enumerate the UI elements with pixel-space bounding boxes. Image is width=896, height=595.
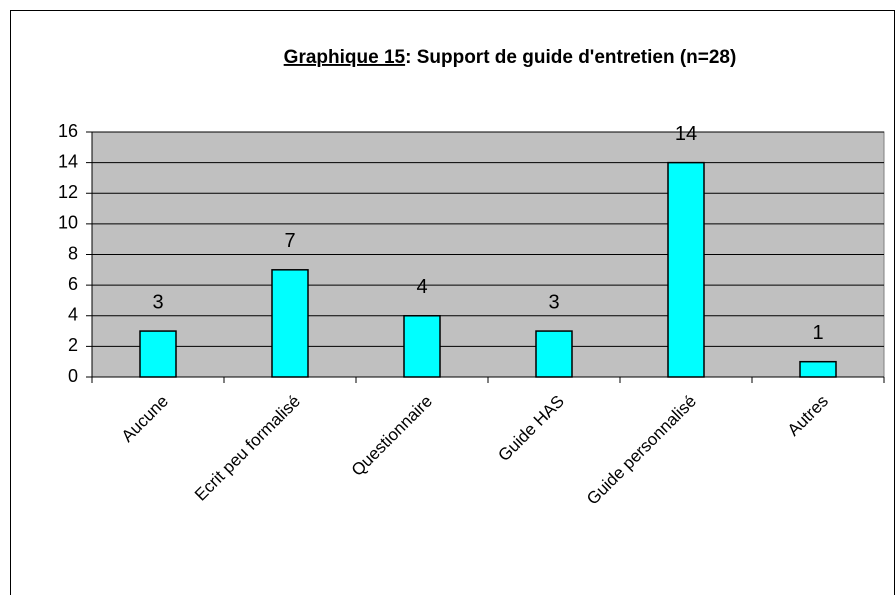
chart-title: Graphique 15: Support de guide d'entreti… <box>284 47 737 68</box>
bar <box>667 161 705 378</box>
bar <box>271 269 309 378</box>
data-label: 4 <box>416 276 427 298</box>
bar <box>535 330 573 378</box>
data-label: 3 <box>152 291 163 313</box>
title-text: : Support de guide d'entretien (n=28) <box>405 47 736 68</box>
data-label: 14 <box>675 123 697 145</box>
data-label: 1 <box>812 322 823 344</box>
y-tick-label: 10 <box>58 213 78 233</box>
y-tick-label: 4 <box>68 305 78 325</box>
y-tick-label: 8 <box>68 243 78 263</box>
y-tick-label: 0 <box>68 366 78 386</box>
data-label: 7 <box>284 230 295 252</box>
bar <box>403 315 441 378</box>
y-tick-label: 2 <box>68 335 78 355</box>
y-tick-label: 16 <box>58 121 78 141</box>
y-tick-label: 12 <box>58 182 78 202</box>
title-prefix: Graphique 15 <box>284 47 406 68</box>
y-tick-label: 6 <box>68 274 78 294</box>
data-label: 3 <box>548 291 559 313</box>
bar <box>799 360 837 378</box>
bar <box>139 330 177 378</box>
y-tick-label: 14 <box>58 151 78 171</box>
